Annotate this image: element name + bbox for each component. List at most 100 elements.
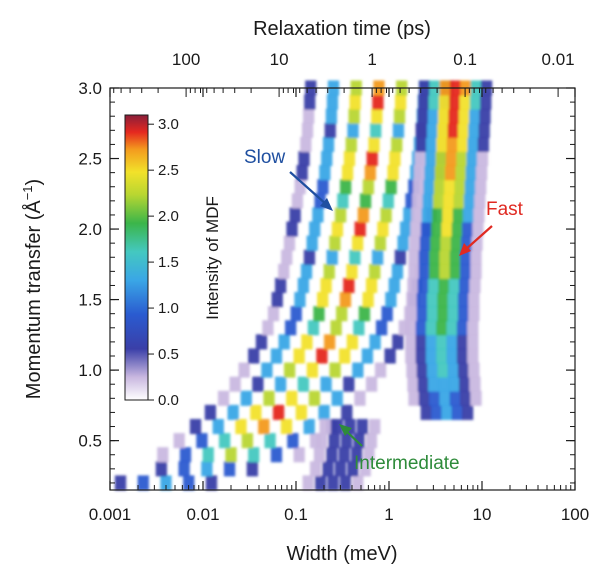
heat-cell <box>296 165 308 181</box>
heat-cell <box>458 277 471 294</box>
heat-cell <box>364 165 376 181</box>
heat-cell <box>331 390 343 406</box>
heat-cell <box>306 235 318 251</box>
heat-cell <box>446 348 458 364</box>
colorbar-tick-label: 1.5 <box>158 254 179 271</box>
heat-cell <box>473 207 485 223</box>
heat-cell <box>316 433 328 449</box>
heat-cell <box>436 320 448 336</box>
heat-cell <box>285 320 297 336</box>
heat-cell <box>345 136 357 152</box>
heat-cell <box>430 404 443 420</box>
heat-cell <box>468 362 480 378</box>
heat-cell <box>294 292 306 308</box>
heat-cell <box>452 207 464 223</box>
heat-cell <box>416 362 428 378</box>
heat-cell <box>179 447 192 463</box>
heat-cell <box>307 320 320 336</box>
heat-cell <box>437 362 449 378</box>
heat-cell <box>449 249 461 265</box>
heat-cell <box>223 461 236 477</box>
heat-cell <box>377 221 389 237</box>
heat-cell <box>403 207 415 223</box>
heat-cell <box>329 235 341 251</box>
slow-arrowhead <box>320 198 333 211</box>
heat-cell <box>300 263 313 279</box>
heat-cell <box>362 179 375 195</box>
heat-cell <box>443 193 455 209</box>
heat-cell <box>313 306 325 322</box>
heat-cell <box>361 348 374 364</box>
heat-cell <box>258 418 270 435</box>
heat-cell <box>426 122 439 138</box>
heat-cell <box>441 404 453 420</box>
colorbar-tick-label: 0.5 <box>158 346 179 363</box>
heat-cell <box>385 292 397 308</box>
heat-cell <box>393 108 406 124</box>
heat-cell <box>227 404 239 420</box>
heat-cell <box>300 136 312 152</box>
heat-cell <box>374 235 387 251</box>
heat-cell <box>327 475 339 491</box>
heat-cell <box>274 277 287 294</box>
x-tick-label: 0.001 <box>89 505 132 524</box>
heat-cell <box>343 376 355 392</box>
heat-cell <box>437 306 449 322</box>
heat-cell <box>261 362 273 378</box>
heat-cell <box>479 108 491 124</box>
heat-cell <box>449 94 461 110</box>
heat-cell <box>283 362 296 378</box>
heat-cell <box>436 136 448 152</box>
heat-cell <box>463 193 476 209</box>
heat-cell <box>348 108 360 124</box>
heat-cell <box>445 150 458 167</box>
colorbar-label: Intensity of MDF <box>203 196 222 320</box>
heat-cell <box>440 235 452 251</box>
heat-cell <box>317 179 329 195</box>
heat-cell <box>204 404 217 420</box>
heat-cell <box>314 193 326 209</box>
heat-cell <box>366 150 378 167</box>
heat-cell <box>469 94 482 110</box>
heat-cell <box>426 306 439 322</box>
heat-cell <box>420 404 432 420</box>
heat-cell <box>470 263 482 279</box>
heat-cell <box>389 150 401 167</box>
annotation-fast: Fast <box>486 199 524 220</box>
heat-cell <box>400 221 412 237</box>
heat-cell <box>454 179 466 195</box>
heat-cell <box>317 292 329 308</box>
heat-cell <box>347 461 359 477</box>
heat-cell <box>417 376 429 392</box>
heat-cell <box>255 334 268 350</box>
heat-cell <box>448 376 460 392</box>
heat-cell <box>371 108 383 124</box>
heat-cell <box>435 150 447 167</box>
heat-cell <box>425 348 438 364</box>
plot-frame <box>109 87 576 491</box>
heat-cell <box>475 179 487 195</box>
heat-cell <box>478 122 490 138</box>
heat-cell <box>369 334 381 350</box>
heatmap-layer <box>114 80 493 491</box>
heat-cell <box>427 108 439 124</box>
heat-cell <box>286 221 298 237</box>
heat-cell <box>339 179 352 195</box>
heat-cell <box>286 390 298 406</box>
heat-cell <box>114 475 127 491</box>
heat-cell <box>437 122 449 138</box>
heat-cell <box>137 475 149 491</box>
heat-cell <box>270 348 283 364</box>
heat-cell <box>363 447 375 463</box>
x-tick-label: 1 <box>384 505 393 524</box>
colorbar <box>124 114 149 401</box>
heat-cell <box>465 165 477 181</box>
heat-cell <box>350 447 363 463</box>
heat-cell <box>426 136 438 152</box>
y-axis-label-end: ) <box>23 179 45 186</box>
heat-cell <box>293 348 305 364</box>
heat-cell <box>309 461 322 477</box>
heat-cell <box>372 249 384 265</box>
heat-cell <box>425 150 437 167</box>
